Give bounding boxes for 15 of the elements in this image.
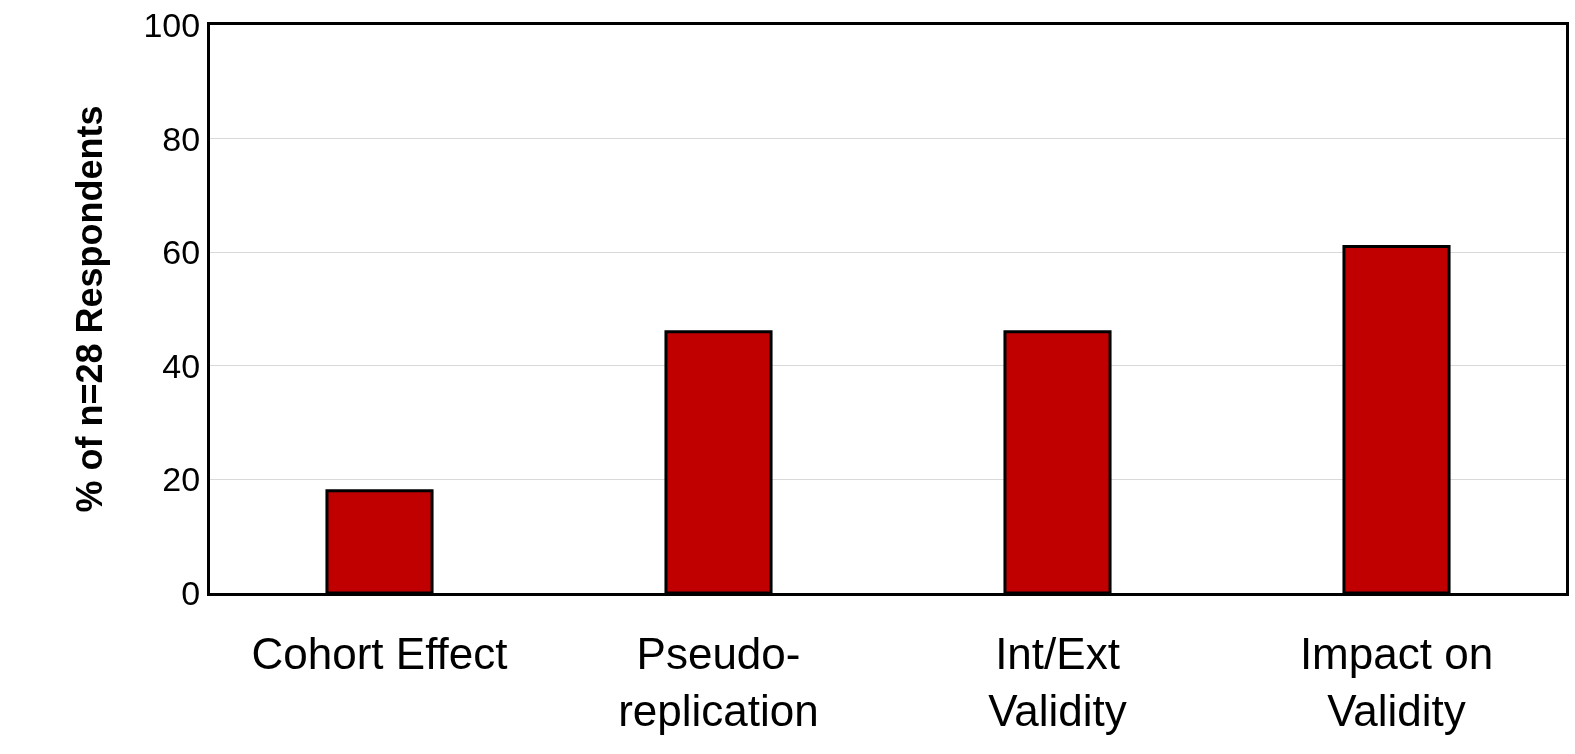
x-tick-label: Int/Ext Validity	[988, 628, 1127, 735]
y-axis-title: % of n=28 Respondents	[69, 105, 111, 513]
bar	[1003, 330, 1112, 593]
y-tick-label: 60	[162, 233, 201, 272]
bar	[325, 489, 434, 593]
bar	[664, 330, 773, 593]
bar	[1342, 245, 1451, 593]
y-tick-label: 100	[143, 5, 201, 44]
y-tick-label: 0	[181, 573, 201, 612]
x-tick-label: Impact on Validity	[1299, 628, 1494, 735]
x-tick-label: Cohort Effect	[251, 628, 508, 678]
y-tick-label: 40	[162, 346, 201, 385]
x-tick-label: Pseudo- replication	[618, 628, 819, 735]
y-tick-label: 80	[162, 119, 201, 158]
y-tick-label: 20	[162, 460, 201, 499]
